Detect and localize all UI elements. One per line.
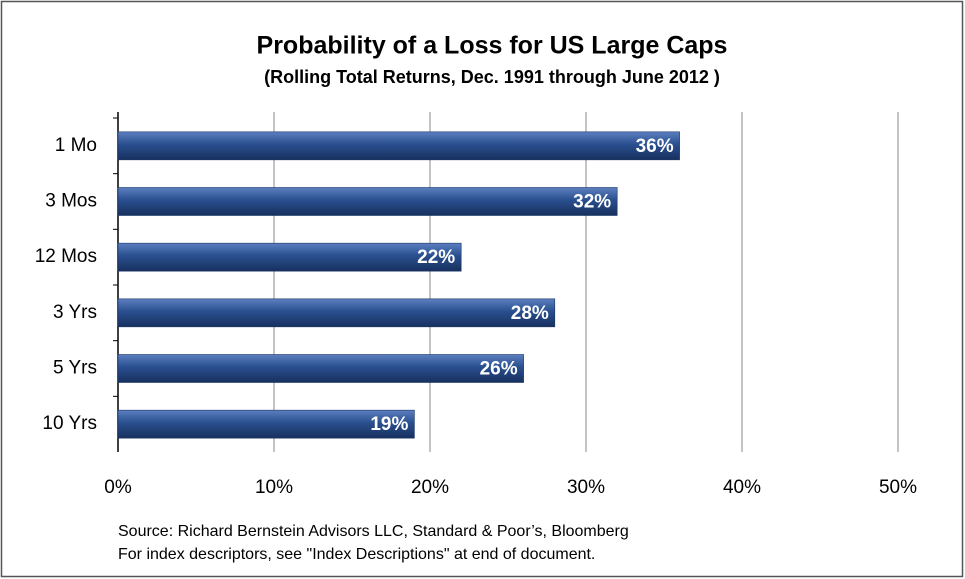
data-label: 22% [417,247,455,268]
bar [117,298,556,328]
x-tick-label: 50% [879,477,917,498]
data-label: 32% [573,192,611,213]
bar [117,242,462,272]
x-tick-label: 40% [723,477,761,498]
data-label: 26% [480,359,518,380]
y-tick-label: 10 Yrs [42,413,97,434]
data-label: 36% [636,136,674,157]
chart-subtitle: (Rolling Total Returns, Dec. 1991 throug… [264,67,720,87]
x-tick-label: 0% [104,477,132,498]
x-tick-label: 10% [255,477,293,498]
source-note: For index descriptors, see "Index Descri… [118,546,595,563]
x-tick-label: 30% [567,477,605,498]
y-tick-label: 3 Yrs [53,302,97,323]
data-label: 28% [511,303,549,324]
y-tick-label: 3 Mos [45,191,97,212]
x-tick-label: 20% [411,477,449,498]
bar [117,354,524,383]
bar [117,409,415,439]
bar [117,131,680,161]
source-note: Source: Richard Bernstein Advisors LLC, … [118,523,629,540]
chart-title: Probability of a Loss for US Large Caps [257,32,728,60]
bar [117,187,618,216]
y-tick-label: 5 Yrs [53,358,97,379]
y-tick-label: 12 Mos [35,246,97,267]
data-label: 19% [370,414,408,435]
y-tick-label: 1 Mo [55,135,97,156]
